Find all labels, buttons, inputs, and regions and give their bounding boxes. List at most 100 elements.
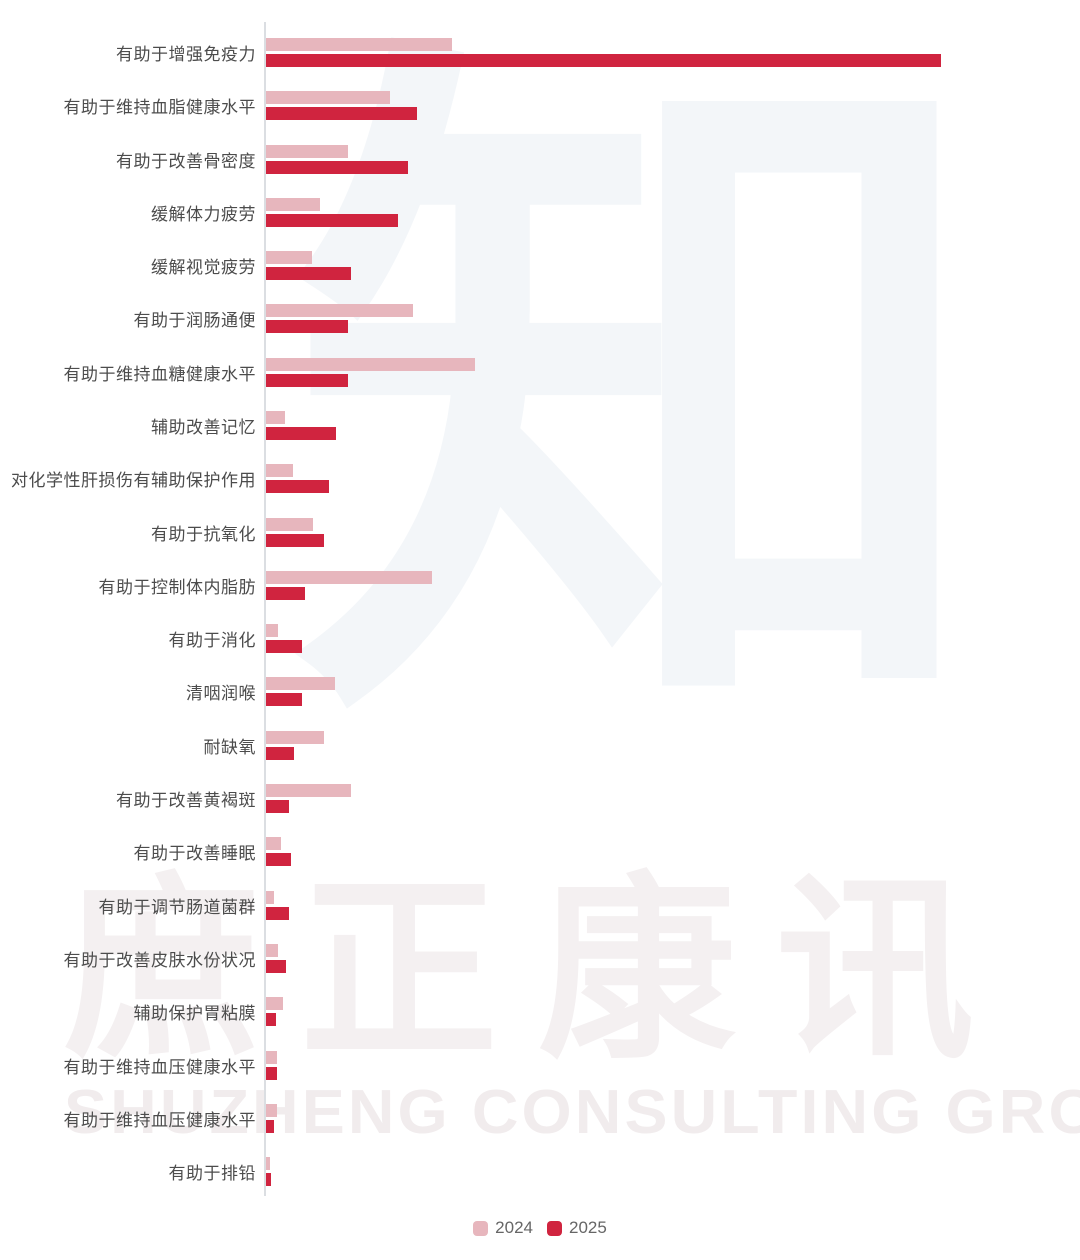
category-label: 有助于改善骨密度 [116,151,256,171]
bar-2025 [266,746,294,760]
bar-2025 [266,427,336,441]
bar-2025 [266,853,291,867]
chart-legend: 2024 2025 [0,1213,1080,1243]
bar-group [266,837,291,867]
bar-group [266,624,302,654]
category-label: 清咽润喉 [186,684,256,704]
bar-2024 [266,91,390,105]
bar-2024 [266,624,278,638]
chart-row: 有助于改善睡眠 [0,837,1080,867]
legend-label-2025: 2025 [569,1218,607,1237]
chart-row: 有助于维持血压健康水平 [0,1103,1080,1133]
category-label: 对化学性肝损伤有辅助保护作用 [11,471,256,491]
bar-2025 [266,959,286,973]
bar-2025 [266,586,305,600]
chart-row: 有助于改善骨密度 [0,144,1080,174]
category-label: 有助于维持血压健康水平 [63,1057,256,1077]
bar-group [266,144,408,174]
bar-2025 [266,1066,277,1080]
bar-2024 [266,784,351,798]
bar-2024 [266,943,278,957]
bar-2024 [266,517,313,531]
bar-group [266,251,351,281]
legend-swatch-2025 [547,1220,562,1236]
category-label: 耐缺氧 [203,737,256,757]
bar-group [266,1050,277,1080]
chart-row: 耐缺氧 [0,730,1080,760]
bar-group [266,1157,271,1187]
chart-row: 缓解视觉疲劳 [0,251,1080,281]
bar-2024 [266,38,452,51]
bar-2024 [266,304,413,318]
legend-label-2024: 2024 [495,1218,533,1237]
bar-group [266,304,413,334]
bar-2024 [266,411,285,425]
bar-group [266,570,432,600]
bar-group [266,890,289,920]
category-label: 有助于增强免疫力 [116,45,256,64]
bar-2024 [266,357,475,371]
chart-row: 有助于增强免疫力 [0,38,1080,67]
category-label: 有助于消化 [168,631,256,651]
chart-row: 有助于维持血脂健康水平 [0,91,1080,121]
bar-group [266,730,324,760]
bar-2025 [266,213,398,227]
bar-group [266,411,336,441]
bar-2025 [266,480,329,494]
bar-2024 [266,1103,277,1117]
bar-2024 [266,837,281,851]
chart-row: 有助于维持血压健康水平 [0,1050,1080,1080]
category-label: 有助于改善睡眠 [133,844,256,864]
legend-item-2025: 2025 [547,1218,607,1238]
chart-row: 缓解体力疲劳 [0,197,1080,227]
category-label: 有助于控制体内脂肪 [98,577,256,597]
chart-row: 有助于润肠通便 [0,304,1080,334]
bar-group [266,997,283,1027]
bar-2024 [266,890,274,904]
bar-2025 [266,320,348,334]
category-label: 有助于抗氧化 [151,524,256,544]
category-label: 辅助改善记忆 [151,418,256,438]
chart-row: 有助于抗氧化 [0,517,1080,547]
bar-2025 [266,54,941,67]
chart-row: 有助于消化 [0,624,1080,654]
bar-2025 [266,906,289,920]
category-label: 辅助保护胃粘膜 [133,1004,256,1024]
category-label: 有助于维持血糖健康水平 [63,364,256,384]
category-label: 缓解视觉疲劳 [151,258,256,278]
chart-row: 有助于排铅 [0,1157,1080,1187]
bar-2024 [266,1050,277,1064]
category-label: 有助于调节肠道菌群 [98,897,256,917]
category-label: 有助于排铅 [168,1164,256,1184]
bar-2024 [266,677,335,691]
legend-item-2024: 2024 [473,1218,533,1238]
chart-row: 有助于控制体内脂肪 [0,570,1080,600]
bar-group [266,91,417,121]
category-label: 有助于改善皮肤水份状况 [63,950,256,970]
chart-row: 对化学性肝损伤有辅助保护作用 [0,464,1080,494]
bar-2024 [266,570,432,584]
bar-2025 [266,800,289,814]
bar-group [266,943,286,973]
category-label: 缓解体力疲劳 [151,204,256,224]
chart-row: 有助于改善黄褐斑 [0,784,1080,814]
bar-2024 [266,251,312,265]
bar-2025 [266,160,408,174]
bar-group [266,357,475,387]
bar-2025 [266,1013,276,1027]
category-label: 有助于维持血脂健康水平 [63,98,256,118]
bar-group [266,784,351,814]
bar-2025 [266,373,348,387]
bar-2025 [266,107,417,121]
legend-swatch-2024 [473,1220,489,1236]
bar-2024 [266,464,293,478]
bar-2024 [266,1157,270,1171]
chart-row: 清咽润喉 [0,677,1080,707]
category-label: 有助于改善黄褐斑 [116,791,256,811]
category-label: 有助于润肠通便 [133,311,256,331]
chart-row: 有助于调节肠道菌群 [0,890,1080,920]
bar-group [266,677,335,707]
bar-2025 [266,267,351,281]
chart-row: 有助于维持血糖健康水平 [0,357,1080,387]
